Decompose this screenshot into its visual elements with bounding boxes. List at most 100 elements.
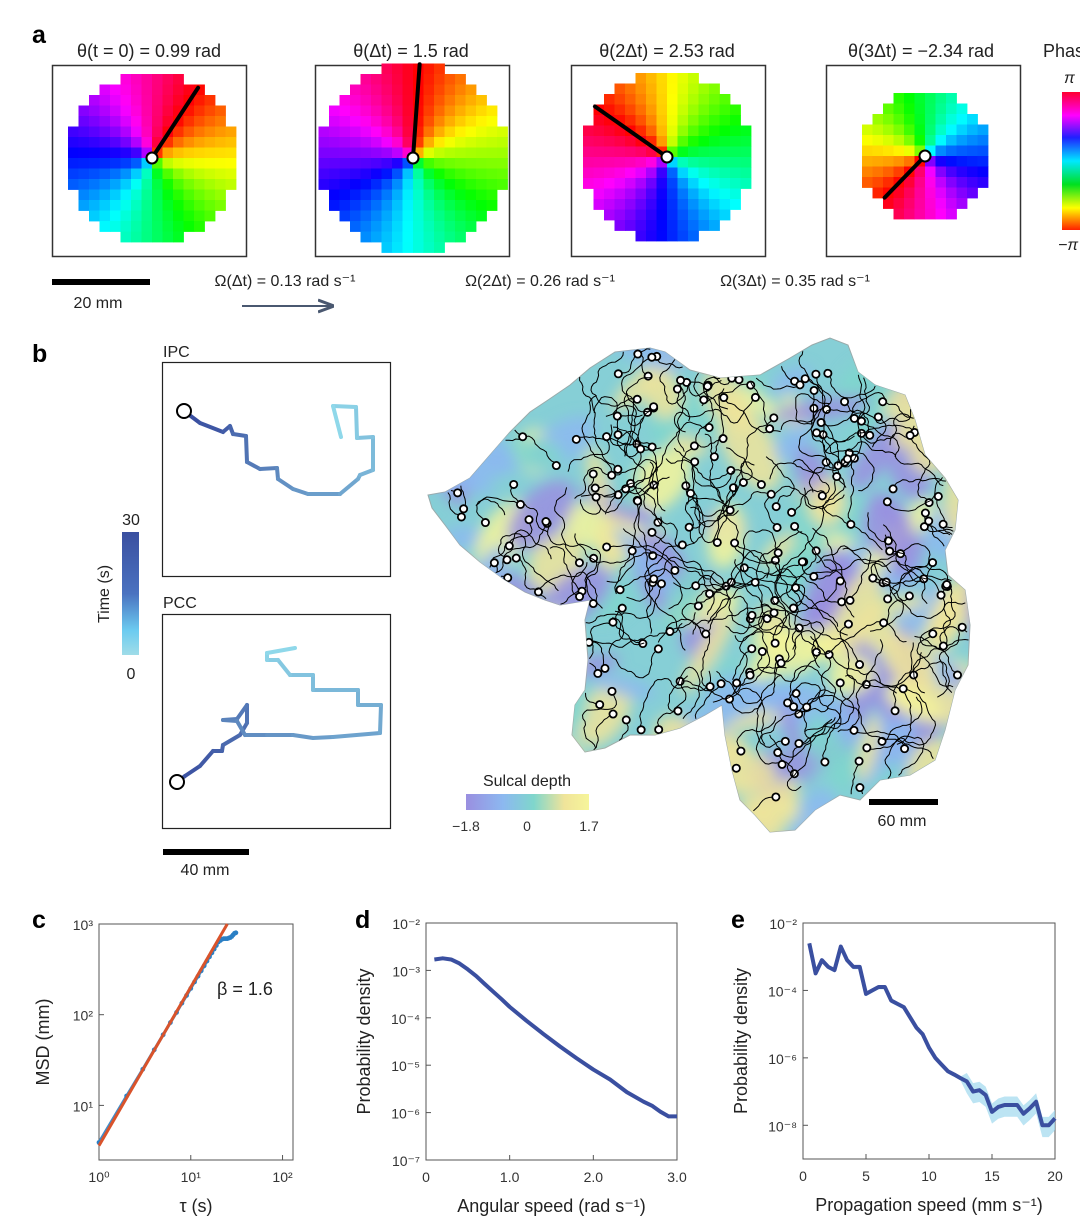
trajectory-start-marker-icon bbox=[773, 548, 783, 558]
wave-trajectory bbox=[733, 595, 771, 686]
phase-cell bbox=[497, 137, 508, 148]
phase-cell bbox=[688, 146, 699, 158]
phase-cell bbox=[152, 105, 163, 117]
trajectory-start-marker-icon bbox=[632, 394, 642, 404]
trajectory-start-marker-icon bbox=[885, 546, 895, 556]
trajectory-segment bbox=[311, 735, 335, 740]
wave-trajectory bbox=[798, 717, 836, 744]
phase-cell bbox=[614, 104, 626, 116]
phase-cell bbox=[204, 210, 216, 222]
wave-trajectory bbox=[657, 556, 710, 594]
data-point bbox=[233, 930, 239, 936]
trajectory-start-marker-icon bbox=[480, 518, 490, 528]
pcc-trajectory bbox=[169, 646, 383, 790]
trajectory-start-marker-icon bbox=[677, 540, 687, 550]
phase-cell bbox=[946, 166, 957, 178]
phase-cell bbox=[486, 200, 498, 211]
sulcal-depth-tick-mid: 0 bbox=[523, 818, 531, 834]
phase-cell bbox=[329, 179, 340, 190]
phase-cell bbox=[360, 74, 372, 85]
wave-trajectories bbox=[447, 348, 969, 812]
phase-cell bbox=[709, 115, 720, 126]
phase-cell bbox=[486, 116, 498, 127]
phase-cell bbox=[967, 114, 978, 125]
trajectory-start-marker-icon bbox=[809, 385, 819, 395]
trajectory-start-marker-icon bbox=[747, 644, 757, 654]
phase-cell bbox=[614, 83, 626, 95]
phase-cell bbox=[434, 158, 445, 169]
phase-cell bbox=[625, 136, 636, 147]
phase-cell bbox=[131, 95, 142, 106]
phase-cell bbox=[883, 198, 894, 209]
phase-cell bbox=[476, 200, 487, 211]
frame-title-1: θ(Δt) = 1.5 rad bbox=[353, 41, 469, 61]
phase-cell bbox=[68, 158, 79, 169]
sulcal-depth-patch bbox=[428, 439, 437, 474]
wave-trajectory bbox=[581, 691, 617, 749]
wave-trajectory bbox=[673, 567, 745, 590]
phase-cell bbox=[381, 200, 393, 211]
phase-cell bbox=[740, 157, 752, 168]
phase-cell bbox=[455, 179, 466, 190]
phase-cell bbox=[434, 147, 445, 159]
phase-cell bbox=[625, 209, 636, 221]
phase-cell bbox=[204, 189, 216, 201]
phase-cell bbox=[402, 63, 414, 75]
phase-cell bbox=[194, 210, 205, 222]
pcc-label: PCC bbox=[163, 595, 197, 612]
phase-cell bbox=[381, 116, 393, 127]
phase-cell bbox=[497, 179, 508, 190]
phase-cell bbox=[204, 105, 216, 117]
phase-cell bbox=[152, 221, 163, 232]
phase-cell bbox=[925, 187, 936, 199]
phase-cell bbox=[402, 179, 414, 190]
phase-cell bbox=[719, 157, 731, 168]
phase-cell bbox=[131, 179, 142, 190]
trajectory-segment bbox=[276, 477, 295, 491]
trajectory-start-marker-icon bbox=[701, 629, 711, 639]
wave-trajectory bbox=[665, 458, 734, 528]
time-colorbar-min: 0 bbox=[127, 666, 136, 683]
phase-cell bbox=[350, 147, 361, 159]
phase-cell bbox=[423, 231, 435, 243]
phase-cell bbox=[635, 115, 647, 126]
phase-cell bbox=[318, 158, 330, 169]
phase-cell bbox=[444, 158, 456, 169]
phase-cell bbox=[131, 116, 142, 127]
trajectory-start-marker-icon bbox=[551, 461, 561, 471]
phase-cell bbox=[392, 158, 403, 169]
phase-cell bbox=[78, 105, 90, 117]
trajectory-start-marker-icon bbox=[888, 484, 898, 494]
phase-cell bbox=[141, 147, 153, 159]
phase-cell bbox=[194, 168, 205, 180]
trajectory-start-marker-icon bbox=[705, 589, 715, 599]
phase-cell bbox=[402, 105, 414, 117]
phase-cell bbox=[667, 199, 678, 210]
trajectory-start-marker-icon bbox=[643, 371, 653, 381]
phase-cell bbox=[183, 105, 195, 117]
phase-cell bbox=[646, 209, 657, 221]
y-tick-label: 10⁻⁵ bbox=[391, 1058, 420, 1074]
phase-cell bbox=[688, 178, 699, 189]
wave-trajectory bbox=[791, 489, 825, 513]
phase-frame-box bbox=[570, 64, 767, 258]
phase-cell bbox=[131, 74, 142, 85]
phase-cell bbox=[194, 126, 205, 138]
phase-cell bbox=[120, 95, 132, 106]
phase-cell bbox=[698, 199, 710, 210]
phase-cell bbox=[329, 158, 340, 169]
phase-cell bbox=[225, 147, 237, 159]
phase-cell bbox=[486, 137, 498, 148]
phase-cell bbox=[476, 95, 487, 106]
sulcal-depth-patch bbox=[898, 338, 956, 383]
sulcal-depth-patch bbox=[778, 681, 864, 744]
phase-cell bbox=[925, 198, 936, 209]
phase-cell bbox=[360, 84, 372, 96]
trajectory-start-marker-icon bbox=[773, 748, 783, 758]
trajectory-start-marker-icon bbox=[656, 579, 666, 589]
phase-cell bbox=[173, 105, 184, 117]
wave-trajectory bbox=[625, 461, 655, 495]
y-tick-label: 10⁻⁶ bbox=[768, 1051, 797, 1067]
phase-cell bbox=[141, 74, 153, 85]
phase-cell bbox=[173, 221, 184, 232]
